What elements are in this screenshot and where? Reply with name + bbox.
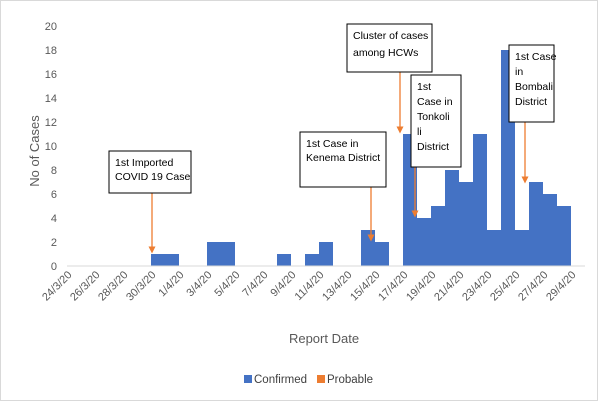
- bar-confirmed: [431, 206, 445, 266]
- annotation-text-line: COVID 19 Case: [115, 171, 190, 183]
- x-tick-label: 24/3/20: [40, 269, 74, 303]
- annotation-box: [410, 74, 462, 168]
- y-tick-label: 12: [45, 117, 57, 129]
- annotation-box: [508, 44, 555, 123]
- x-tick-label: 27/4/20: [516, 269, 550, 303]
- x-tick-label: 15/4/20: [348, 269, 382, 303]
- x-tick-label: 3/4/20: [184, 269, 214, 299]
- annotation-text-line: Kenema District: [306, 152, 380, 164]
- x-axis-ticks: 24/3/2026/3/2028/3/2030/3/201/4/203/4/20…: [40, 269, 578, 303]
- y-tick-label: 20: [45, 21, 57, 33]
- x-tick-label: 25/4/20: [488, 269, 522, 303]
- x-axis-title: Report Date: [289, 331, 359, 346]
- bar-confirmed: [473, 134, 487, 266]
- bar-confirmed: [543, 194, 557, 266]
- annotation-text-line: 1st: [417, 81, 431, 93]
- annotation-2: 1st Case in Kenema District: [299, 131, 387, 242]
- bar-confirmed: [221, 242, 235, 266]
- annotation-text-line: 1st Imported: [115, 157, 174, 169]
- bar-confirmed: [529, 182, 543, 266]
- annotation-box: [299, 131, 387, 188]
- legend-item-confirmed: Confirmed: [244, 374, 307, 386]
- y-tick-label: 4: [51, 213, 57, 225]
- x-tick-label: 17/4/20: [376, 269, 410, 303]
- bar-confirmed: [459, 182, 473, 266]
- bar-confirmed: [361, 230, 375, 266]
- x-tick-label: 11/4/20: [293, 269, 327, 303]
- bar-confirmed: [305, 254, 319, 266]
- bar-confirmed: [207, 242, 221, 266]
- annotation-text-line: Cluster of cases: [353, 30, 428, 42]
- annotation-text-line: 1st Case: [515, 51, 557, 63]
- bar-confirmed: [277, 254, 291, 266]
- annotation-text-line: in: [515, 66, 523, 78]
- legend-label-probable: Probable: [327, 374, 373, 386]
- y-axis-title: No of Cases: [27, 115, 42, 187]
- x-tick-label: 30/3/20: [124, 269, 158, 303]
- x-tick-label: 13/4/20: [320, 269, 354, 303]
- x-tick-label: 23/4/20: [460, 269, 494, 303]
- x-tick-label: 28/3/20: [96, 269, 130, 303]
- bar-confirmed: [515, 230, 529, 266]
- y-tick-label: 2: [51, 237, 57, 249]
- annotation-4: 1st Case in Tonkoli li District: [410, 74, 462, 218]
- annotation-box: [346, 23, 433, 73]
- bar-confirmed: [151, 254, 165, 266]
- annotation-text-line: 1st Case in: [306, 138, 359, 150]
- bar-confirmed: [417, 218, 431, 266]
- bar-confirmed: [557, 206, 571, 266]
- y-axis-ticks: 0 2 4 6 8 10 12 14 16 18 20: [45, 21, 57, 273]
- bar-confirmed: [165, 254, 179, 266]
- annotation-5: 1st Case in Bombali District: [508, 44, 557, 184]
- x-tick-label: 7/4/20: [240, 269, 270, 299]
- x-tick-label: 1/4/20: [156, 269, 186, 299]
- annotation-text-line: Tonkoli: [417, 111, 450, 123]
- x-tick-label: 5/4/20: [212, 269, 242, 299]
- annotation-text-line: Bombali: [515, 81, 553, 93]
- bar-confirmed: [445, 170, 459, 266]
- legend-swatch-confirmed: [244, 375, 252, 383]
- legend: Confirmed Probable: [244, 374, 373, 386]
- bar-confirmed: [319, 242, 333, 266]
- y-tick-label: 6: [51, 189, 57, 201]
- x-tick-label: 21/4/20: [432, 269, 466, 303]
- y-tick-label: 8: [51, 165, 57, 177]
- annotation-text-line: li: [417, 126, 422, 138]
- legend-swatch-probable: [317, 375, 325, 383]
- y-tick-label: 14: [45, 93, 57, 105]
- y-tick-label: 18: [45, 45, 57, 57]
- y-tick-label: 0: [51, 261, 57, 273]
- annotation-box: [108, 150, 192, 194]
- annotation-text-line: District: [515, 96, 547, 108]
- y-tick-label: 16: [45, 69, 57, 81]
- bar-confirmed: [487, 230, 501, 266]
- annotation-1: 1st Imported COVID 19 Case: [108, 150, 192, 254]
- annotation-text-line: Case in: [417, 96, 453, 108]
- x-tick-label: 26/3/20: [68, 269, 102, 303]
- legend-label-confirmed: Confirmed: [254, 374, 307, 386]
- annotations: 1st Imported COVID 19 Case 1st Case in Kene…: [108, 23, 557, 254]
- y-tick-label: 10: [45, 141, 57, 153]
- x-tick-label: 29/4/20: [544, 269, 578, 303]
- annotation-text-line: District: [417, 141, 449, 153]
- annotation-text-line: among HCWs: [353, 47, 418, 59]
- x-tick-label: 19/4/20: [404, 269, 438, 303]
- bar-confirmed: [375, 242, 389, 266]
- annotation-3: Cluster of cases among HCWs: [346, 23, 433, 134]
- legend-item-probable: Probable: [317, 374, 373, 386]
